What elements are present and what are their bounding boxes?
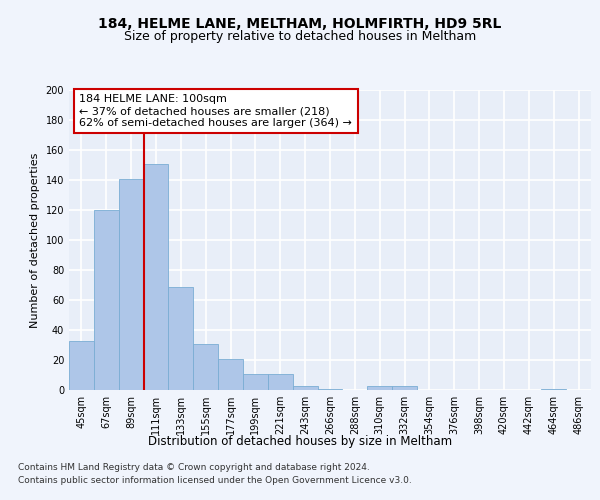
Text: Distribution of detached houses by size in Meltham: Distribution of detached houses by size … [148, 435, 452, 448]
Bar [169, 286, 193, 390]
Bar [541, 388, 566, 390]
Text: Contains public sector information licensed under the Open Government Licence v3: Contains public sector information licen… [18, 476, 412, 485]
Text: 184 HELME LANE: 100sqm
← 37% of detached houses are smaller (218)
62% of semi-de: 184 HELME LANE: 100sqm ← 37% of detached… [79, 94, 352, 128]
Bar [367, 386, 392, 390]
Bar [392, 386, 417, 390]
Bar [119, 178, 143, 390]
Bar [293, 386, 317, 390]
Text: Size of property relative to detached houses in Meltham: Size of property relative to detached ho… [124, 30, 476, 43]
Bar [193, 344, 218, 390]
Text: Contains HM Land Registry data © Crown copyright and database right 2024.: Contains HM Land Registry data © Crown c… [18, 462, 370, 471]
Bar [268, 374, 293, 390]
Bar [243, 374, 268, 390]
Bar [317, 388, 343, 390]
Bar [94, 210, 119, 390]
Y-axis label: Number of detached properties: Number of detached properties [30, 152, 40, 328]
Bar [69, 340, 94, 390]
Bar [218, 358, 243, 390]
Text: 184, HELME LANE, MELTHAM, HOLMFIRTH, HD9 5RL: 184, HELME LANE, MELTHAM, HOLMFIRTH, HD9… [98, 18, 502, 32]
Bar [143, 164, 169, 390]
